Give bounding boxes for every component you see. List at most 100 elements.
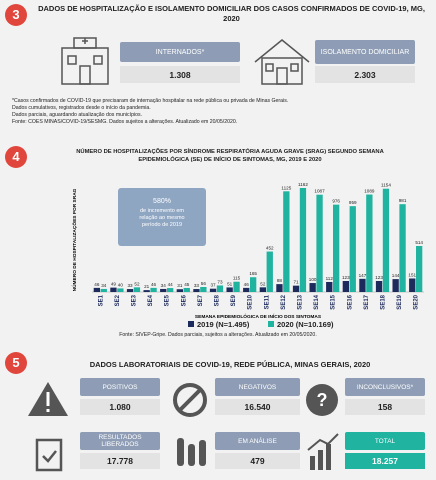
bar [316,194,323,292]
bar [416,245,423,292]
card-value: 2.303 [315,66,415,83]
x-tick-label: SE14 [314,294,320,309]
bar [333,204,340,292]
bar [292,285,300,292]
section-number: 3 [5,4,27,26]
bar [233,281,240,292]
svg-text:?: ? [317,390,328,410]
bar [200,286,207,292]
bar [299,188,307,292]
bar [167,288,174,292]
bar [326,281,333,292]
data-label: 1087 [314,189,325,194]
annotation-text: de incremento em relação ao mesmo períod… [139,208,185,228]
x-tick-label: SE3 [132,294,138,306]
data-label: 40 [118,282,124,287]
x-tick-label: SE20 [414,294,420,309]
x-tick-label: SE2 [115,294,121,306]
data-label: 21 [144,284,150,289]
note: *Casos confirmados de COVID-19 que preci… [12,98,289,104]
source: Fonte: SIVEP-Gripe. Dados parciais, suje… [119,332,317,338]
legend-label: 2020 (N=10.169) [277,320,334,329]
data-label: 73 [217,279,223,284]
card-value: 1.080 [80,399,160,415]
data-label: 115 [233,276,241,281]
x-tick-label: SE7 [198,294,204,306]
annotation-headline: 580% [153,198,171,205]
x-tick-label: SE13 [298,294,304,309]
card-value: 479 [215,453,300,469]
data-label: 959 [349,200,357,205]
hospital-icon [61,37,109,85]
bar [133,287,141,292]
data-label: 44 [168,282,174,287]
card-value: 158 [345,399,425,415]
x-tick-label: SE18 [381,294,387,309]
section-title: DADOS DE HOSPITALIZAÇÃO E ISOLAMENTO DOM… [38,4,425,23]
bar [150,287,157,292]
x-tick-label: SE19 [397,294,403,309]
data-label: 49 [111,282,117,287]
card-label: NEGATIVOS [215,378,300,396]
bar [176,289,183,292]
bar [183,287,190,292]
card-value: 16.540 [215,399,300,415]
bar [193,289,200,292]
bar [309,283,316,292]
data-label: 46 [151,282,157,287]
data-label: 51 [227,281,233,286]
data-label: 123 [375,275,383,280]
bar [209,288,217,292]
card-value: 18.257 [345,453,425,469]
bar [399,204,406,292]
x-tick-label: SE12 [281,294,287,309]
x-tick-label: SE10 [248,294,254,309]
data-label: 71 [293,280,299,285]
bar [143,290,150,292]
bar [382,188,390,292]
bar [366,194,373,292]
chart: NÚMERO DE HOSPITALIZAÇÕES POR SRAG 46 34 SE… [71,182,424,329]
bar [266,251,273,292]
data-label: 52 [260,281,266,286]
bar [250,277,257,292]
data-label: 33 [194,283,200,288]
data-label: 37 [210,283,216,288]
data-label: 34 [161,283,167,288]
bar [93,287,100,292]
bar [349,206,356,292]
bar [100,288,107,292]
chart-title: NÚMERO DE HOSPITALIZAÇÕES POR SÍNDROME R… [76,149,384,163]
bar [359,278,366,292]
data-label: 112 [326,276,334,281]
y-axis-label: NÚMERO DE HOSPITALIZAÇÕES POR SRAG [71,188,78,291]
bar [259,287,266,292]
note: Dados cumulativos, registrados desde o i… [12,105,151,111]
x-axis-label: SEMANA EPIDEMIOLÓGICA DE INÍCIO DOS SINT… [195,312,322,320]
data-label: 147 [359,273,367,278]
bar [117,288,124,292]
data-label: 981 [399,198,407,203]
data-label: 144 [392,273,400,278]
bar [216,285,224,292]
bar [392,279,399,292]
bar [342,280,349,292]
card-label: RESULTADOS LIBERADOS [80,432,160,450]
data-label: 46 [244,282,250,287]
data-label: 31 [177,283,183,288]
chart-icon [307,433,339,470]
data-label: 45 [184,282,190,287]
bar [375,280,383,292]
section-number: 4 [5,146,27,168]
data-label: 514 [415,240,423,245]
data-label: 1125 [281,185,291,190]
bar [276,284,283,292]
data-label: 1089 [364,189,375,194]
annotation-box: 580% de incremento em relação ao mesmo p… [118,188,206,246]
warning-icon [28,382,68,416]
x-tick-label: SE6 [181,294,187,306]
clipboard-icon [35,438,63,472]
data-label: 976 [332,199,340,204]
card-value: 1.308 [120,66,240,83]
bar [126,289,134,292]
